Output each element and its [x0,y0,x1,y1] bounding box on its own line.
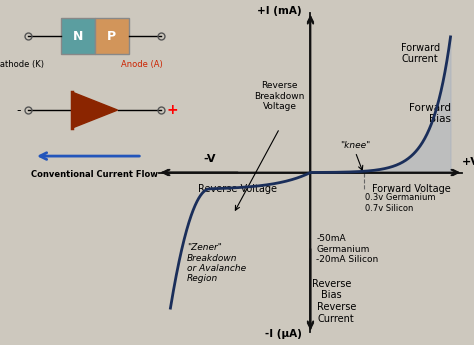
Text: Reverse
Current: Reverse Current [318,302,357,324]
Polygon shape [72,92,118,128]
Text: Reverse
Breakdown
Voltage: Reverse Breakdown Voltage [255,81,305,111]
Text: +: + [167,103,178,117]
Text: "knee": "knee" [340,141,370,150]
Text: N: N [73,30,83,42]
Text: 0.3v Germanium
0.7v Silicon: 0.3v Germanium 0.7v Silicon [365,193,436,213]
Text: +V: +V [462,157,474,167]
Text: Reverse Voltage: Reverse Voltage [198,184,277,194]
Text: -V: -V [203,154,216,164]
Text: Conventional Current Flow: Conventional Current Flow [31,170,158,179]
Text: Forward
Bias: Forward Bias [409,103,450,124]
Text: +I (mA): +I (mA) [257,6,302,16]
Text: "Zener"
Breakdown
or Avalanche
Region: "Zener" Breakdown or Avalanche Region [187,243,246,284]
FancyBboxPatch shape [61,18,95,54]
Text: -50mA
Germanium
-20mA Silicon: -50mA Germanium -20mA Silicon [316,234,378,264]
Text: -: - [17,104,21,117]
FancyBboxPatch shape [95,18,129,54]
Text: Forward
Current: Forward Current [401,43,441,65]
Text: P: P [107,30,117,42]
Text: Anode (A): Anode (A) [121,60,163,69]
Text: Cathode (K): Cathode (K) [0,60,44,69]
Text: -I (μA): -I (μA) [265,329,302,339]
Text: Reverse
Bias: Reverse Bias [312,279,351,300]
Text: Forward Voltage: Forward Voltage [372,184,451,194]
